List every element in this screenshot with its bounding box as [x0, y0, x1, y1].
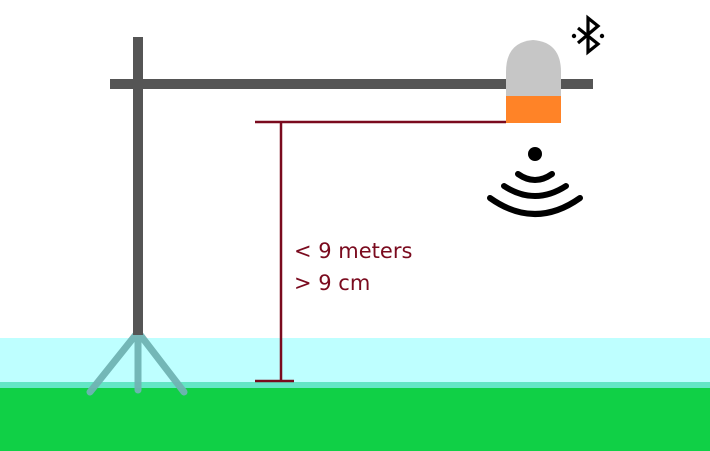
sensor-band	[506, 96, 561, 123]
wireless-signal-icon	[487, 147, 583, 217]
distance-dimension	[255, 120, 506, 383]
min-distance-label: > 9 cm	[294, 271, 370, 295]
tripod-base	[86, 328, 188, 396]
vertical-pole	[133, 37, 143, 335]
sensor-body	[506, 40, 561, 96]
water-surface	[0, 338, 710, 384]
horizontal-arm	[110, 79, 593, 89]
water-edge	[0, 382, 710, 389]
grass-ground	[0, 388, 710, 451]
ultrasonic-sensor	[506, 40, 561, 123]
bluetooth-icon	[571, 14, 605, 56]
max-distance-label: < 9 meters	[294, 239, 412, 263]
